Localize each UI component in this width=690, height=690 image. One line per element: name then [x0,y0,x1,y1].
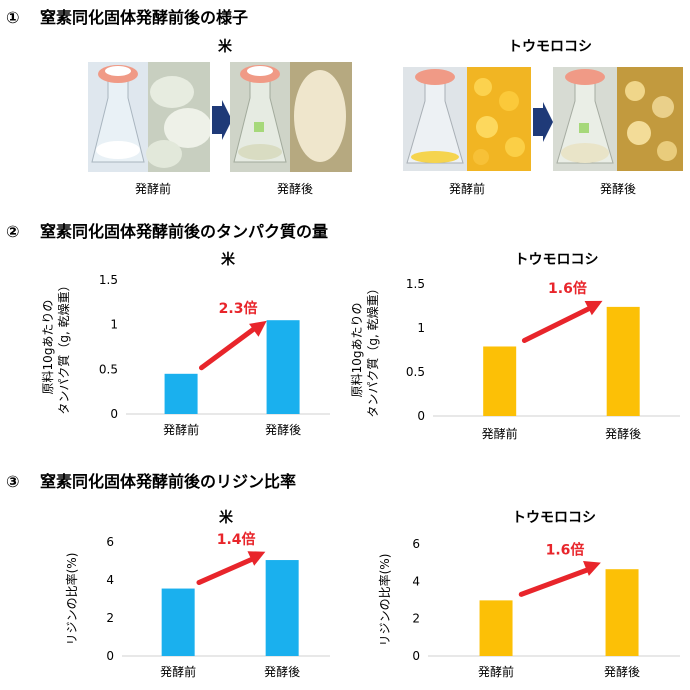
rice-after-image [230,62,352,172]
corn-after-caption: 発酵後 [599,182,636,196]
rice-photo-title: 米 [218,39,232,55]
section-heading-1: ① 窒素同化固体発酵前後の様子 [6,4,248,28]
x-category-label: 発酵後 [605,427,641,441]
y-tick-label: 2 [412,612,420,626]
bar [606,306,640,416]
y-tick-label: 2 [106,611,114,625]
increase-arrowhead-icon [247,551,266,566]
corn-before-caption: 発酵前 [448,182,485,196]
y-tick-label: 1.5 [406,277,425,291]
bar [266,320,300,414]
y-tick-label: 1.5 [99,273,118,287]
bar [161,588,195,656]
x-category-label: 発酵前 [478,664,514,679]
corn-photo-title: トウモロコシ [508,39,592,55]
x-category-label: 発酵後 [604,665,640,679]
y-axis-label: 原料10gあたりの [350,303,364,398]
bar [265,560,299,656]
y-axis-label: タンパク質（g, 乾燥重） [56,279,71,414]
section-number: ③ [6,472,20,491]
y-tick-label: 0.5 [99,362,118,376]
chart-title: トウモロコシ [515,252,599,268]
y-axis-label: リジンの比率(%) [377,554,392,647]
lysine-corn-chart: トウモロコシ 0 2 4 6 発酵前 発酵後 リジンの比率(%) 1.6倍 [377,510,680,679]
y-tick-label: 4 [106,573,114,587]
increase-arrowhead-icon [584,300,603,316]
y-tick-label: 0 [110,407,118,421]
section-number: ② [6,222,20,241]
protein-rice-chart: 米 0 0.5 1 1.5 発酵前 発酵後 原料10gあたりの タンパク質（g, 乾燥重） 2.3… [41,251,330,437]
fold-change-label: 1.6倍 [546,542,585,559]
rice-before-caption: 発酵前 [134,182,171,196]
x-category-label: 発酵後 [264,665,300,679]
chart-title: 米 [219,509,234,526]
x-category-label: 発酵前 [163,422,199,437]
protein-corn-chart: トウモロコシ 0 0.5 1 1.5 発酵前 発酵後 原料10gあたりの タンパク質（g, 乾燥… [350,252,680,441]
rice-before-photo [88,62,210,172]
y-tick-label: 6 [106,535,114,549]
rice-before-image [88,62,210,172]
x-category-label: 発酵後 [265,423,301,437]
fold-change-label: 1.4倍 [217,531,256,548]
section-heading-3: ③ 窒素同化固体発酵前後のリジン比率 [6,468,296,492]
section-heading-2: ② 窒素同化固体発酵前後のタンパク質の量 [6,218,328,242]
section-title: 窒素同化固体発酵前後のタンパク質の量 [40,222,329,241]
x-category-label: 発酵前 [160,664,196,679]
fold-change-label: 1.6倍 [548,280,587,297]
increase-arrow-icon [518,566,594,597]
chart-title: 米 [221,251,236,268]
chart-title: トウモロコシ [512,510,596,526]
rice-after-photo [230,62,352,172]
section-title: 窒素同化固体発酵前後のリジン比率 [40,472,297,491]
y-tick-label: 6 [412,537,420,551]
section-title: 窒素同化固体発酵前後の様子 [40,8,249,27]
increase-arrowhead-icon [249,320,267,337]
bar [164,373,198,414]
increase-arrow-icon [521,304,595,343]
y-tick-label: 1 [417,321,425,335]
fold-change-label: 2.3倍 [219,300,258,317]
rice-after-caption: 発酵後 [276,182,313,196]
y-tick-label: 0 [417,409,425,423]
y-tick-label: 0.5 [406,365,425,379]
corn-before-photo [403,67,531,171]
increase-arrow-icon [198,324,260,371]
bar [605,569,639,656]
y-tick-label: 4 [412,574,420,588]
lysine-rice-chart: 米 0 2 4 6 発酵前 発酵後 リジンの比率(%) 1.4倍 [64,509,330,679]
bar [483,346,517,416]
section-number: ① [6,8,20,27]
y-axis-label: リジンの比率(%) [64,553,79,646]
y-axis-label: 原料10gあたりの [41,300,55,395]
x-category-label: 発酵前 [482,426,518,441]
y-tick-label: 0 [412,649,420,663]
y-tick-label: 1 [110,318,118,332]
corn-before-image [403,67,531,171]
rice-process-arrow-icon [212,100,232,140]
y-tick-label: 0 [106,649,114,663]
increase-arrow-icon [196,555,258,586]
corn-after-photo [553,67,683,171]
corn-after-image [553,67,683,171]
bar [479,600,513,656]
increase-arrowhead-icon [583,561,601,576]
y-axis-label: タンパク質（g, 乾燥重） [365,282,380,417]
corn-process-arrow-icon [533,102,553,142]
